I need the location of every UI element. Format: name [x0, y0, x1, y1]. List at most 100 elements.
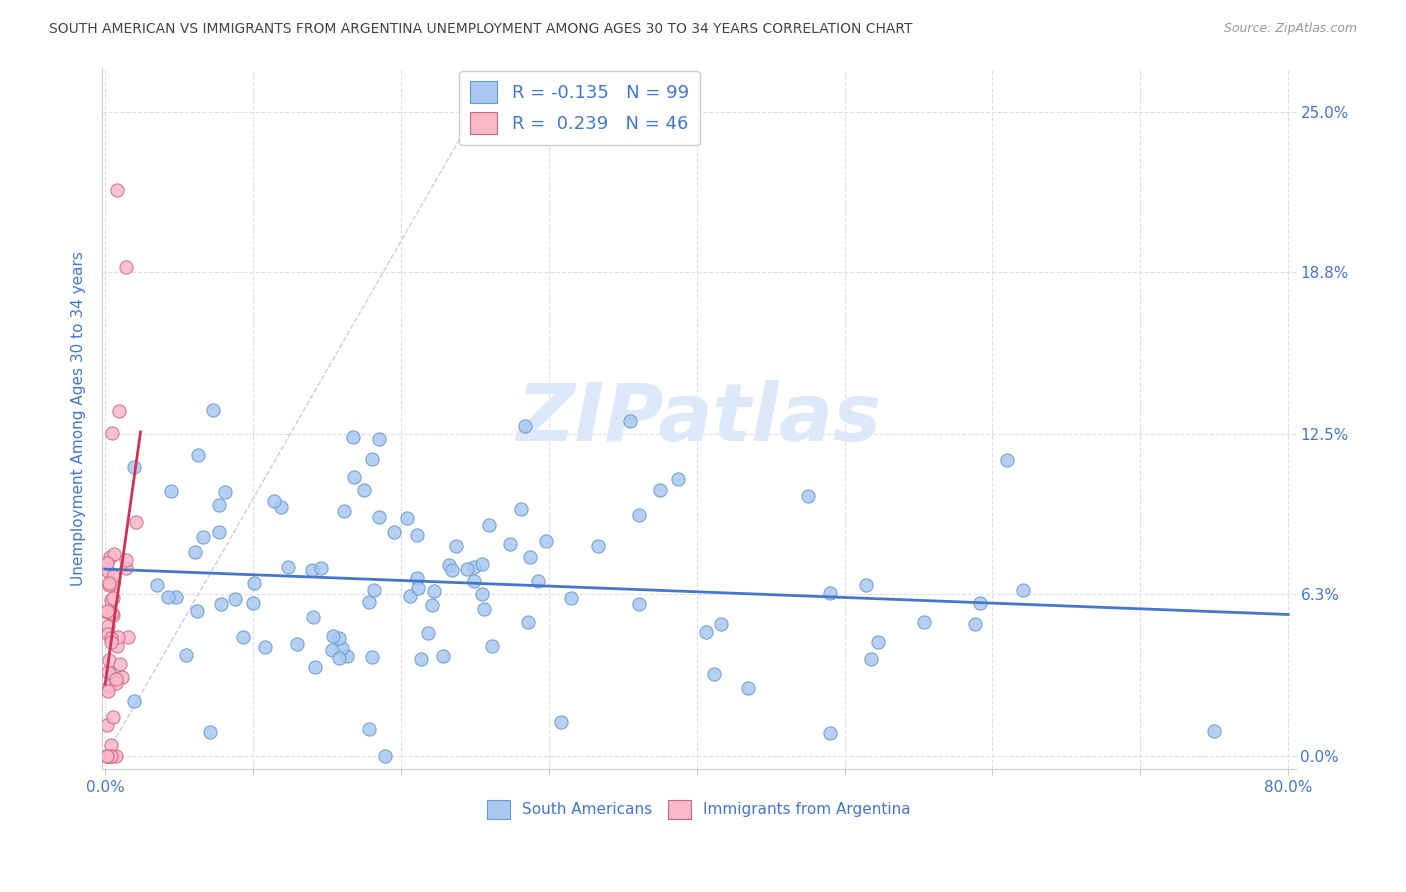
Point [101, 425, 124, 440]
Point [330, 641, 353, 656]
Point [108, 404, 131, 418]
Point [277, 559, 299, 574]
Point [243, 576, 266, 591]
Point [420, 598, 443, 612]
Point [301, 563, 323, 577]
Point [398, 589, 420, 603]
Point [969, 596, 991, 610]
Point [499, 537, 522, 551]
Point [818, 586, 841, 600]
Point [550, 715, 572, 730]
Point [115, 260, 138, 274]
Point [868, 635, 890, 649]
Point [515, 419, 537, 434]
Point [98, 578, 121, 592]
Point [97, 684, 120, 698]
Point [519, 549, 541, 564]
Point [405, 528, 427, 542]
Point [374, 749, 396, 764]
Point [1204, 723, 1226, 738]
Point [359, 722, 381, 736]
Point [115, 560, 138, 574]
Point [534, 533, 557, 548]
Point [619, 415, 641, 429]
Point [648, 483, 671, 498]
Point [965, 616, 987, 631]
Point [96, 718, 118, 732]
Point [184, 545, 207, 559]
Point [202, 403, 225, 417]
Point [232, 630, 254, 644]
Point [97, 627, 120, 641]
Point [124, 694, 146, 708]
Point [627, 597, 650, 611]
Point [186, 604, 208, 618]
Point [165, 591, 187, 605]
Point [103, 547, 125, 561]
Point [481, 639, 503, 653]
Point [463, 574, 485, 589]
Point [97, 653, 120, 667]
Point [105, 640, 128, 654]
Point [100, 593, 122, 607]
Legend: South Americans, Immigrants from Argentina: South Americans, Immigrants from Argenti… [481, 794, 917, 825]
Point [359, 595, 381, 609]
Point [98, 680, 121, 694]
Point [96, 604, 118, 618]
Point [995, 453, 1018, 467]
Point [737, 681, 759, 696]
Text: Source: ZipAtlas.com: Source: ZipAtlas.com [1223, 22, 1357, 36]
Point [253, 640, 276, 654]
Point [117, 630, 139, 644]
Point [160, 484, 183, 499]
Point [100, 635, 122, 649]
Point [104, 676, 127, 690]
Point [353, 483, 375, 497]
Point [395, 511, 418, 525]
Point [367, 509, 389, 524]
Point [105, 183, 128, 197]
Point [104, 749, 127, 764]
Point [125, 515, 148, 529]
Point [96, 749, 118, 764]
Point [444, 539, 467, 553]
Text: ZIPatlas: ZIPatlas [516, 380, 882, 458]
Point [101, 607, 124, 621]
Point [456, 562, 478, 576]
Point [797, 489, 820, 503]
Point [263, 493, 285, 508]
Point [242, 596, 264, 610]
Y-axis label: Unemployment Among Ages 30 to 34 years: Unemployment Among Ages 30 to 34 years [72, 252, 86, 586]
Point [198, 725, 221, 739]
Point [187, 448, 209, 462]
Point [101, 710, 124, 724]
Point [107, 630, 129, 644]
Point [406, 571, 429, 585]
Point [820, 725, 842, 739]
Point [478, 518, 501, 533]
Point [321, 643, 343, 657]
Point [285, 637, 308, 651]
Point [322, 629, 344, 643]
Point [336, 648, 359, 663]
Point [101, 749, 124, 764]
Point [111, 670, 134, 684]
Point [710, 617, 733, 632]
Point [328, 631, 350, 645]
Point [208, 525, 231, 540]
Point [270, 500, 292, 514]
Point [472, 602, 495, 616]
Point [666, 473, 689, 487]
Point [97, 619, 120, 633]
Point [207, 498, 229, 512]
Point [191, 530, 214, 544]
Point [96, 605, 118, 619]
Point [859, 652, 882, 666]
Point [416, 626, 439, 640]
Point [527, 574, 550, 588]
Point [440, 563, 463, 577]
Point [174, 648, 197, 662]
Point [97, 564, 120, 578]
Point [628, 508, 651, 522]
Point [471, 557, 494, 571]
